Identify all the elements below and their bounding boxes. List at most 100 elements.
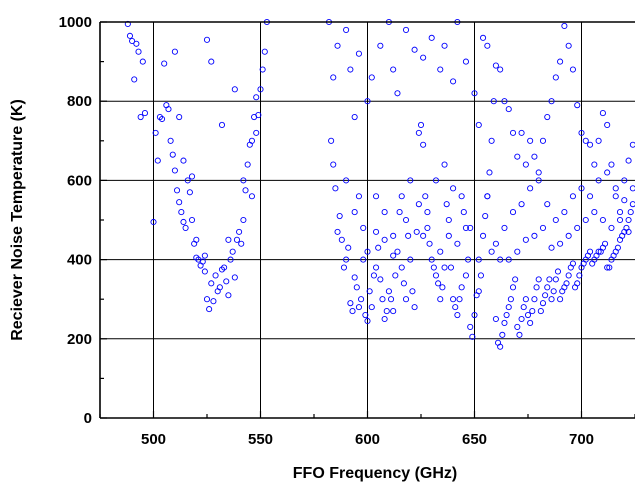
data-point <box>544 201 551 208</box>
data-point <box>259 66 266 73</box>
y-tick-label: 1000 <box>59 14 92 31</box>
data-point <box>557 296 564 303</box>
data-point <box>480 34 487 41</box>
data-point <box>133 40 140 47</box>
data-point <box>402 26 410 33</box>
data-point <box>621 197 628 204</box>
data-point <box>150 218 157 226</box>
data-point <box>475 256 482 263</box>
x-tick-label: 600 <box>355 431 380 448</box>
data-point <box>591 209 598 216</box>
data-point <box>253 94 260 101</box>
data-point <box>505 256 512 263</box>
x-tick-labels: 500 550 600 650 700 <box>141 431 594 448</box>
data-point <box>435 280 442 287</box>
data-point <box>233 236 241 243</box>
data-point <box>604 169 611 176</box>
data-point <box>343 177 350 184</box>
data-point <box>347 300 354 307</box>
data-point <box>180 218 187 226</box>
data-point <box>212 272 219 279</box>
data-point <box>518 315 525 323</box>
data-point <box>467 224 474 231</box>
data-point <box>561 22 568 30</box>
data-point <box>621 177 628 184</box>
data-point <box>480 232 487 239</box>
data-point <box>193 236 200 243</box>
data-point <box>173 187 181 194</box>
data-point <box>499 331 506 338</box>
data-point <box>507 296 514 303</box>
y-tick-label: 400 <box>67 252 92 269</box>
x-axis-title: FFO Frequency (GHz) <box>293 465 457 482</box>
data-point <box>546 276 553 283</box>
data-point <box>565 272 572 279</box>
data-point <box>516 331 523 338</box>
data-point <box>550 288 557 295</box>
y-tick-label: 200 <box>67 331 92 348</box>
data-point <box>402 296 410 303</box>
data-point <box>475 121 482 129</box>
data-point <box>548 296 555 303</box>
data-point <box>608 161 615 168</box>
data-point <box>257 86 264 93</box>
data-point <box>625 216 632 224</box>
data-point <box>236 228 243 235</box>
y-tick-label: 800 <box>67 93 92 110</box>
data-point <box>454 240 461 247</box>
data-point <box>402 216 410 224</box>
data-point <box>188 216 196 224</box>
data-point <box>469 333 476 340</box>
data-point <box>460 209 467 216</box>
data-point <box>537 308 544 315</box>
data-point <box>411 46 418 53</box>
data-point <box>231 274 238 281</box>
axis-ticks <box>99 21 635 419</box>
data-point <box>390 252 397 259</box>
data-point <box>154 157 161 164</box>
data-point <box>364 98 371 105</box>
data-point <box>332 185 339 192</box>
data-point <box>557 58 564 65</box>
data-point <box>576 272 583 279</box>
data-point <box>539 137 547 144</box>
data-point <box>210 298 217 305</box>
data-point <box>203 36 211 43</box>
data-point <box>492 240 499 247</box>
y-axis-title: Reciever Noise Temperature (K) <box>9 99 26 341</box>
data-point <box>509 209 517 216</box>
data-point <box>629 201 635 208</box>
data-point <box>522 161 529 168</box>
data-point <box>417 121 425 129</box>
data-point <box>139 58 146 65</box>
data-point <box>385 288 392 295</box>
data-point <box>542 292 549 299</box>
data-point <box>565 232 572 239</box>
data-point <box>595 248 602 255</box>
data-point <box>330 74 337 81</box>
x-tick-label: 550 <box>248 431 273 448</box>
data-point <box>137 113 144 121</box>
data-point <box>578 129 585 136</box>
data-point <box>509 284 517 291</box>
data-point <box>240 216 247 224</box>
data-point <box>208 280 215 287</box>
data-point <box>484 193 491 200</box>
data-point <box>368 304 375 311</box>
data-point <box>355 50 362 57</box>
data-point <box>503 311 510 319</box>
data-point <box>390 308 397 315</box>
data-point <box>548 244 555 251</box>
data-point <box>208 58 215 65</box>
data-point <box>450 185 457 192</box>
data-point <box>152 129 159 136</box>
data-point <box>535 169 542 176</box>
data-point <box>400 280 407 287</box>
data-point <box>432 177 440 184</box>
data-point <box>574 224 581 231</box>
data-point <box>608 224 615 231</box>
y-tick-label: 600 <box>67 172 92 189</box>
data-point <box>529 308 536 315</box>
data-point <box>203 296 211 303</box>
data-point <box>253 129 260 136</box>
